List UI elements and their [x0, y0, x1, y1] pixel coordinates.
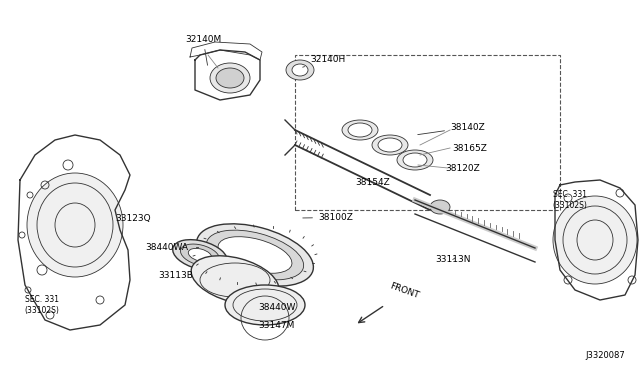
Ellipse shape [292, 64, 308, 76]
Ellipse shape [403, 153, 427, 167]
Ellipse shape [180, 244, 220, 266]
Text: J3320087: J3320087 [585, 351, 625, 360]
Ellipse shape [210, 63, 250, 93]
Ellipse shape [348, 123, 372, 137]
Text: SEC. 331
(33102S): SEC. 331 (33102S) [24, 295, 60, 315]
Text: 38140Z: 38140Z [418, 123, 484, 135]
Text: 33113B: 33113B [158, 272, 193, 280]
Ellipse shape [553, 196, 637, 284]
Ellipse shape [286, 60, 314, 80]
Ellipse shape [206, 230, 303, 280]
Ellipse shape [342, 120, 378, 140]
Text: 38100Z: 38100Z [303, 213, 353, 222]
Text: SEC. 331
(33102S): SEC. 331 (33102S) [552, 190, 588, 210]
Text: 32140H: 32140H [303, 55, 345, 67]
Text: 33113N: 33113N [435, 255, 470, 264]
Text: 33147M: 33147M [258, 321, 294, 330]
Ellipse shape [225, 285, 305, 325]
Ellipse shape [378, 138, 402, 152]
Ellipse shape [188, 248, 212, 262]
Ellipse shape [196, 224, 314, 286]
Text: 38154Z: 38154Z [355, 178, 390, 187]
Ellipse shape [218, 237, 292, 273]
Text: 33123Q: 33123Q [115, 214, 150, 222]
Text: 32140M: 32140M [185, 35, 221, 65]
Text: 38440W: 38440W [258, 304, 296, 312]
Ellipse shape [397, 150, 433, 170]
Ellipse shape [27, 173, 123, 277]
Ellipse shape [430, 200, 450, 214]
Text: 38440WA: 38440WA [145, 244, 188, 253]
Text: 38120Z: 38120Z [445, 164, 480, 173]
Text: FRONT: FRONT [388, 281, 420, 300]
Ellipse shape [216, 68, 244, 88]
Ellipse shape [372, 135, 408, 155]
Ellipse shape [191, 256, 279, 304]
Ellipse shape [173, 240, 227, 270]
Text: 38165Z: 38165Z [452, 144, 487, 153]
